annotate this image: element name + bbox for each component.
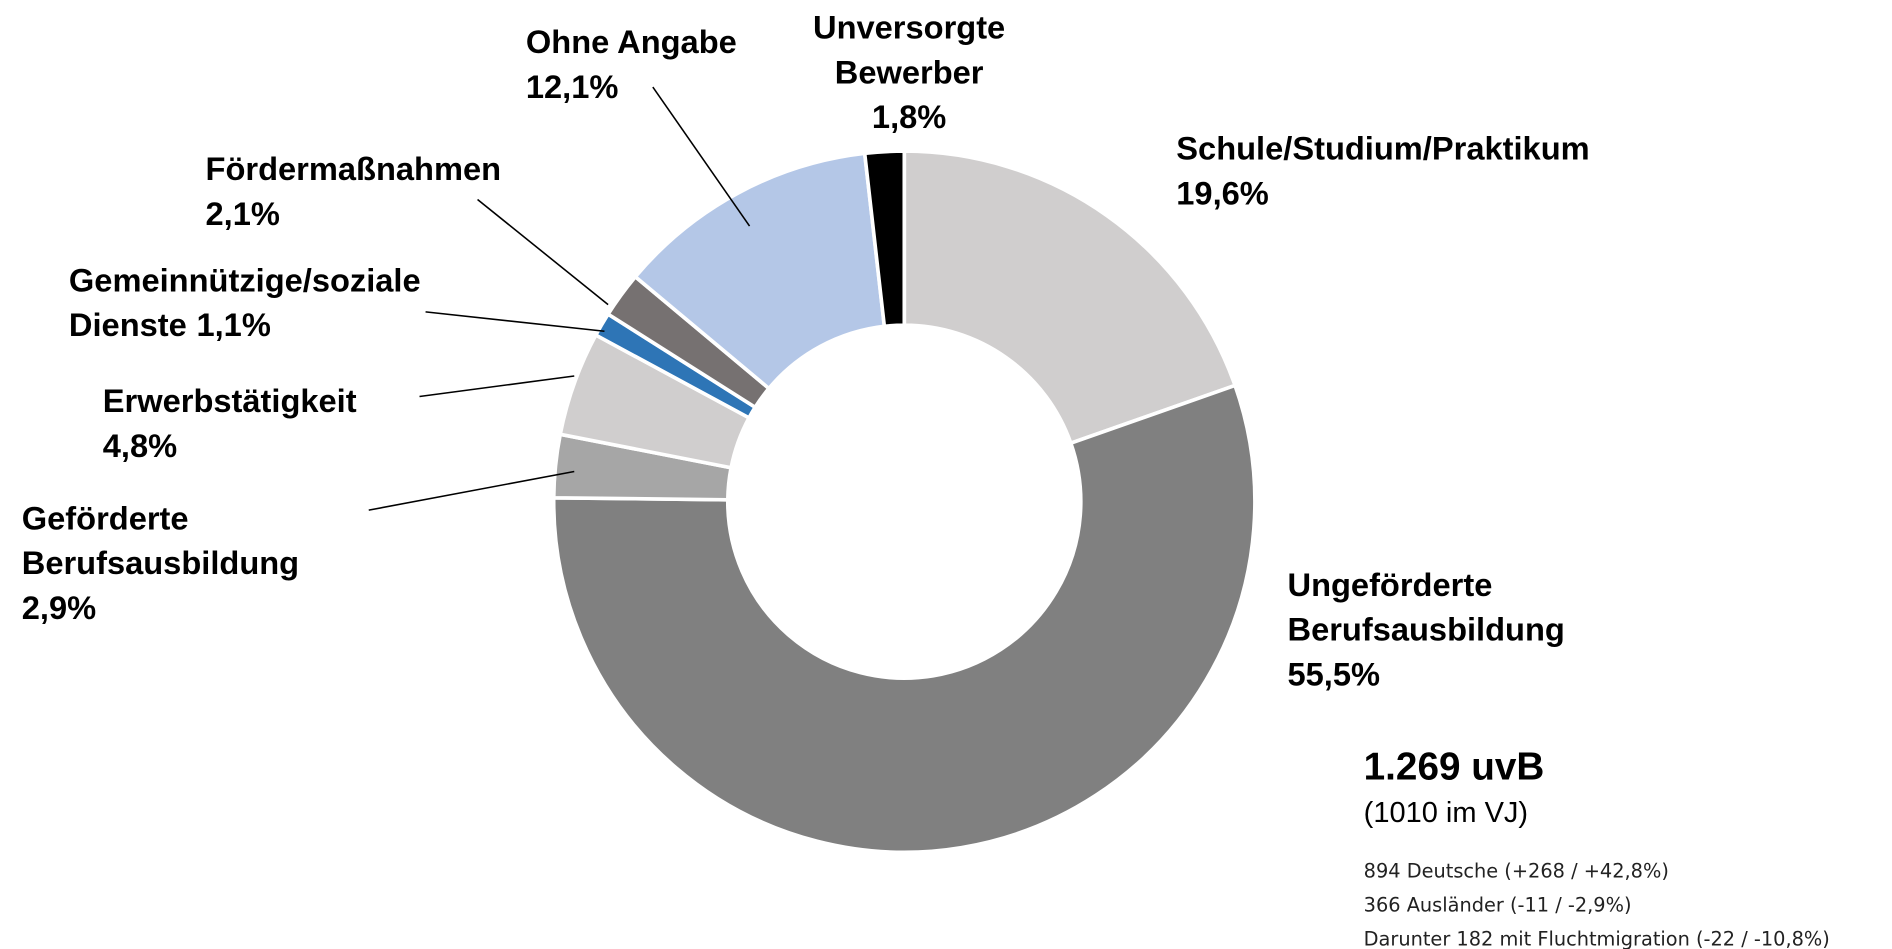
category-label: Ohne Angabe (526, 23, 737, 60)
value-label: 19,6% (1176, 174, 1269, 211)
slice (551, 383, 1257, 855)
value-label: 1,8% (872, 98, 946, 135)
leader-line (477, 198, 609, 306)
value-label: 12,1% (526, 68, 619, 105)
leader-line (652, 86, 751, 227)
slice (902, 149, 1238, 446)
category-label: Geförderte Berufsausbildung (22, 500, 299, 582)
value-label: 1,1% (196, 306, 270, 343)
value-label: 4,8% (103, 427, 177, 464)
value-label: 2,9% (22, 589, 96, 626)
leader-line (368, 470, 575, 511)
slices (551, 149, 1257, 855)
slice (632, 151, 887, 392)
note: 894 Deutsche (+268 / +42,8%) (1364, 860, 1669, 883)
note: 366 Ausländer (-11 / -2,9%) (1364, 894, 1632, 917)
leader-line (425, 311, 605, 333)
category-label: Fördermaßnahmen (206, 150, 502, 187)
category-label: Gemeinnützige/soziale Dienste (69, 261, 421, 343)
value-label: 55,5% (1288, 655, 1381, 692)
value-label: 2,1% (206, 195, 280, 232)
category-label: Schule/Studium/Praktikum (1176, 130, 1589, 167)
category-label: Ungeförderte Berufsausbildung (1288, 566, 1565, 648)
note: Darunter 182 mit Fluchtmigration (-22 / … (1364, 927, 1830, 949)
category-label: Unversorgte Bewerber (813, 9, 1005, 91)
category-label: Erwerbstätigkeit (103, 382, 357, 419)
slice (862, 149, 907, 329)
total: 1.269 uvB (1364, 746, 1545, 789)
previous-year: (1010 im VJ) (1364, 797, 1528, 829)
leader-line (419, 375, 575, 398)
